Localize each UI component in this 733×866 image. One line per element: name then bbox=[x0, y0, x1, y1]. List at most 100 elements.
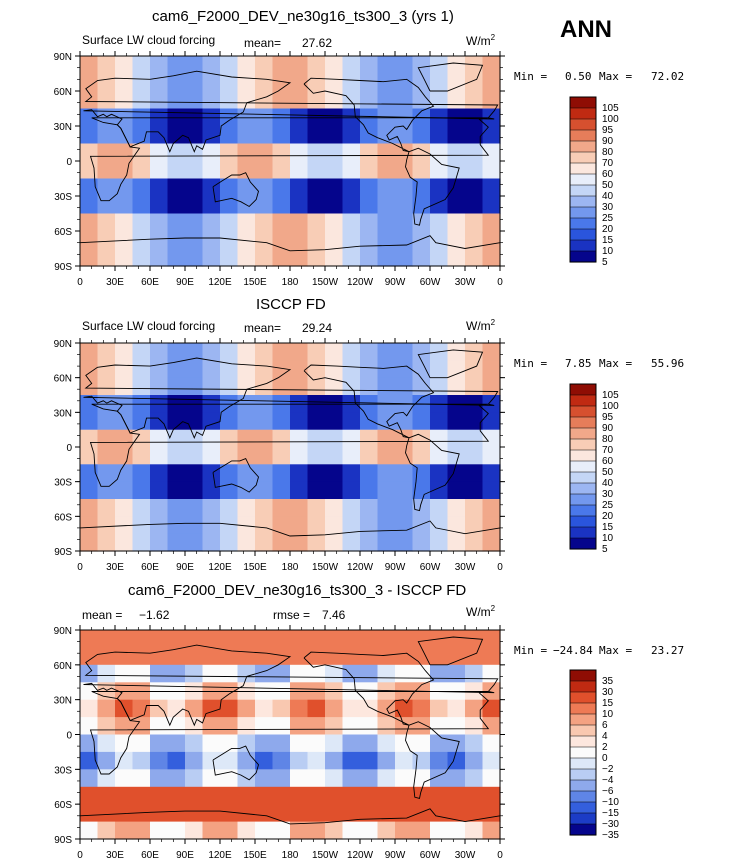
panel1-field-cell bbox=[360, 213, 379, 232]
panel2-field-cell bbox=[325, 343, 344, 361]
panel1-field-cell bbox=[150, 213, 169, 232]
panel2-field-cell bbox=[167, 464, 186, 483]
panel2-field-cell bbox=[132, 377, 151, 396]
colorbar-label: −6 bbox=[602, 786, 614, 797]
panel1-field-cell bbox=[202, 91, 221, 110]
panel3-field-cell bbox=[430, 734, 449, 753]
panel3-field-cell bbox=[132, 717, 151, 736]
panel3-field-cell bbox=[80, 734, 99, 753]
colorbar-box bbox=[569, 438, 597, 451]
panel2-field-cell bbox=[237, 377, 256, 396]
panel2-field-cell bbox=[132, 464, 151, 483]
panel1-field-cell bbox=[132, 91, 151, 110]
panel1-field-cell bbox=[115, 56, 134, 75]
panel3-field-cell bbox=[465, 664, 484, 683]
panel3-field-cell bbox=[255, 751, 274, 770]
panel2-field-cell bbox=[395, 533, 414, 552]
panel3-field-cell bbox=[132, 734, 151, 753]
panel2-field-cell bbox=[447, 429, 466, 448]
panel1-field-cell bbox=[115, 178, 134, 197]
panel2-field-cell bbox=[307, 360, 326, 379]
panel3-field-cell bbox=[290, 699, 309, 718]
panel2-field-cell bbox=[237, 533, 256, 552]
panel3-field-cell bbox=[185, 734, 204, 753]
panel1-field-cell bbox=[290, 143, 309, 162]
panel2-field-cell bbox=[255, 412, 274, 431]
panel1-field-cell bbox=[412, 213, 431, 232]
panel3-field-cell bbox=[430, 717, 449, 736]
panel3-field-cell bbox=[412, 821, 431, 840]
panel2-field-cell bbox=[342, 464, 361, 483]
panel3-field-cell bbox=[412, 699, 431, 718]
panel3-coastline bbox=[89, 691, 490, 775]
panel2-field-cell bbox=[115, 429, 134, 448]
panel3-field-cell bbox=[360, 664, 379, 683]
panel3-mean-value: −1.62 bbox=[139, 608, 170, 622]
panel1-field-cell bbox=[360, 143, 379, 162]
panel3-field-cell bbox=[185, 699, 204, 718]
panel1-field-cell bbox=[395, 143, 414, 162]
colorbar-label: 25 bbox=[602, 213, 614, 224]
panel1-field-cell bbox=[412, 161, 431, 180]
panel3-field-cell bbox=[80, 821, 99, 840]
panel1-field-cell bbox=[80, 73, 99, 92]
panel3-field-cell bbox=[272, 717, 291, 736]
panel1-field-cell bbox=[220, 248, 239, 267]
panel1-field-cell bbox=[272, 126, 291, 145]
panel1-field-cell bbox=[237, 91, 256, 110]
panel3-field-cell bbox=[307, 717, 326, 736]
panel3-field-cell bbox=[290, 751, 309, 770]
panel3-field-cell bbox=[132, 664, 151, 683]
colorbar-box bbox=[569, 460, 597, 473]
panel2-field-cell bbox=[80, 412, 99, 431]
panel3-field-cell bbox=[290, 804, 309, 823]
panel3-field-cell bbox=[290, 664, 309, 683]
panel3-field-cell bbox=[272, 630, 291, 648]
panel3-field-cell bbox=[132, 769, 151, 788]
colorbar-label: 25 bbox=[602, 500, 614, 511]
colorbar-box bbox=[569, 823, 597, 836]
panel3-field-cell bbox=[115, 786, 134, 805]
panel2-field-cell bbox=[307, 499, 326, 517]
panel1-field-cell bbox=[150, 73, 169, 92]
panel3-field-cell bbox=[377, 769, 396, 788]
panel1-field-cell bbox=[360, 56, 379, 75]
panel2-field-cell bbox=[325, 516, 344, 535]
panel3-field-cell bbox=[132, 647, 151, 666]
panel1-field-cell bbox=[132, 178, 151, 197]
panel1-field-cell bbox=[220, 91, 239, 110]
panel2-field-cell bbox=[132, 481, 151, 500]
panel1-field-cell bbox=[132, 248, 151, 267]
panel3-field-cell bbox=[132, 804, 151, 823]
panel1-field-cell bbox=[167, 196, 186, 215]
colorbar-label: 20 bbox=[602, 511, 614, 522]
panel2-field-cell bbox=[80, 516, 99, 535]
colorbar-box bbox=[569, 504, 597, 517]
panel3-rmse-label: rmse = bbox=[273, 608, 311, 622]
panel1-field-cell bbox=[202, 56, 221, 75]
colorbar-box bbox=[569, 812, 597, 825]
panel2-field-cell bbox=[220, 447, 239, 465]
panel2-field-cell bbox=[185, 499, 204, 517]
panel2-field-cell bbox=[167, 377, 186, 396]
panel1-field-cell bbox=[80, 178, 99, 197]
panel3-coastline bbox=[79, 808, 501, 825]
panel1-field-cell bbox=[465, 143, 484, 162]
panel1-field-cell bbox=[412, 178, 431, 197]
panel1-field-cell bbox=[132, 56, 151, 75]
panel1-field-cell bbox=[80, 126, 99, 145]
panel3-field-cell bbox=[255, 647, 274, 666]
panel2-min-value: 7.85 bbox=[565, 357, 592, 370]
panel1-field-cell bbox=[360, 178, 379, 197]
colorbar-label: 5 bbox=[602, 544, 608, 555]
panel1-field-cell bbox=[272, 231, 291, 250]
lat-tick-label: 30S bbox=[54, 192, 72, 203]
panel3-field-cell bbox=[325, 717, 344, 736]
lat-tick-label: 90S bbox=[54, 547, 72, 558]
panel2-field-cell bbox=[167, 516, 186, 535]
panel2-field-cell bbox=[290, 429, 309, 448]
lat-tick-label: 90N bbox=[54, 52, 72, 63]
panel3-field-cell bbox=[377, 821, 396, 840]
panel2-field-cell bbox=[412, 499, 431, 517]
panel2-field-cell bbox=[307, 533, 326, 552]
